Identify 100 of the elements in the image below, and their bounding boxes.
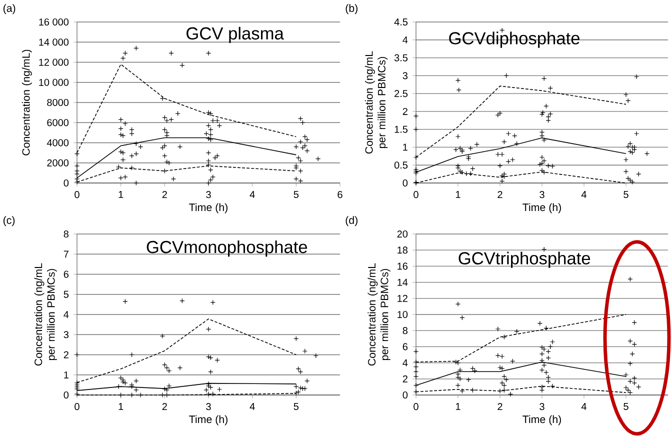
- y-tick-label: 0: [402, 179, 408, 187]
- x-tick-label: 4: [250, 191, 255, 198]
- y-tick-label: 12: [398, 294, 408, 302]
- text: (b): [346, 4, 358, 14]
- y-axis-title: Concentration (ng/mL): [22, 50, 32, 156]
- y-tick-label: 1: [64, 371, 68, 378]
- y-tick-label: 1: [403, 144, 408, 151]
- x-tick-label: 3: [206, 403, 211, 410]
- point: [118, 392, 124, 398]
- chart-title: GCV plasma: [186, 26, 284, 44]
- y-tick-label: 0: [64, 391, 69, 399]
- point: [162, 362, 168, 368]
- x-tick-label: 2: [498, 191, 502, 198]
- text: GCVdiphosphate: [449, 32, 580, 48]
- point: [210, 391, 216, 397]
- y-tick-label: 0: [64, 179, 69, 187]
- x-axis-title: Time (h): [522, 203, 561, 214]
- x-tick-label: 4: [581, 403, 586, 410]
- y-tick-label: 0.5: [394, 162, 408, 169]
- x-tick-label: 0: [414, 191, 418, 198]
- point: [302, 348, 308, 354]
- y-tick-label: 0: [402, 391, 408, 399]
- point: [138, 392, 144, 398]
- point: [134, 378, 139, 384]
- y-tick-label: 14: [398, 278, 408, 286]
- y-tick-label: 4: [64, 311, 69, 318]
- point: [296, 366, 301, 372]
- y-axis-title: Concentration (ng/mL per million PBMCs): [364, 51, 388, 154]
- y-tick-label: 1.5: [394, 126, 408, 133]
- y-tick-label: 2.5: [394, 90, 408, 98]
- text: (c): [3, 216, 15, 226]
- x-axis-title: Time (h): [522, 415, 561, 426]
- point: [304, 378, 310, 384]
- x-tick-label: 1: [456, 403, 460, 410]
- y-tick-label: 8: [64, 230, 69, 238]
- y-tick-label: 2: [402, 108, 408, 115]
- x-tick-label: 6: [338, 191, 342, 198]
- y-tick-label: 6000: [47, 119, 69, 126]
- point: [129, 352, 134, 358]
- y-tick-label: 2000: [47, 159, 69, 166]
- y-tick-label: 2: [402, 375, 408, 382]
- text: GCVtriphosphate: [458, 252, 590, 268]
- x-tick-label: 3: [540, 191, 544, 198]
- y-tick-label: 7: [64, 250, 68, 258]
- point: [313, 353, 318, 358]
- x-tick-label: 0: [414, 403, 418, 410]
- y-tick-label: 10 000: [39, 78, 69, 86]
- point: [122, 380, 128, 386]
- x-tick-label: 5: [294, 191, 299, 198]
- x-tick-label: 2: [162, 403, 167, 410]
- y-tick-label: 20: [397, 230, 408, 238]
- y-tick-label: 8: [402, 327, 408, 334]
- y-tick-label: 5: [64, 290, 69, 298]
- x-tick-label: 5: [294, 403, 299, 410]
- x-tick-label: 1: [118, 403, 124, 410]
- point: [216, 386, 222, 392]
- point: [122, 298, 128, 304]
- y-tick-label: 16 000: [39, 18, 69, 26]
- y-tick-label: 10: [398, 310, 408, 318]
- y-tick-label: 4.5: [394, 18, 408, 26]
- point: [298, 369, 304, 374]
- x-tick-label: 0: [74, 403, 80, 410]
- x-tick-label: 5: [624, 191, 628, 198]
- point: [118, 375, 124, 380]
- point: [120, 377, 126, 382]
- point: [177, 365, 183, 370]
- point: [208, 369, 214, 374]
- x-tick-label: 1: [118, 191, 124, 198]
- point: [166, 383, 172, 389]
- x-tick-label: 5: [624, 403, 628, 410]
- point: [74, 352, 80, 358]
- point: [206, 326, 212, 332]
- point: [208, 384, 214, 390]
- point: [164, 392, 170, 398]
- point: [116, 384, 122, 390]
- y-tick-label: 16: [398, 262, 408, 270]
- y-axis-title: Concentration (ng/mL per million PBMCs): [368, 263, 390, 366]
- point: [180, 298, 185, 304]
- y-tick-label: 6: [64, 270, 69, 278]
- y-tick-label: 12 000: [39, 58, 69, 66]
- x-tick-label: 4: [581, 191, 586, 198]
- point: [166, 368, 172, 374]
- y-tick-label: 4: [402, 36, 408, 44]
- y-tick-label: 4000: [46, 139, 69, 146]
- y-axis-title: Concentration (ng/mL per million PBMCs): [34, 263, 57, 366]
- text: (a): [3, 4, 16, 14]
- text: (d): [346, 216, 358, 226]
- point: [296, 389, 301, 395]
- y-tick-label: 2: [64, 351, 68, 358]
- x-tick-label: 2: [498, 403, 502, 410]
- chart-title: GCVmonophosphate: [146, 240, 308, 257]
- x-tick-label: 3: [540, 403, 544, 410]
- y-tick-label: 3.5: [394, 54, 408, 62]
- y-tick-label: 4: [402, 359, 408, 366]
- point: [214, 358, 220, 363]
- point: [164, 365, 170, 370]
- point: [160, 333, 166, 339]
- point: [206, 381, 212, 386]
- x-tick-label: 2: [162, 191, 167, 198]
- point: [162, 386, 168, 392]
